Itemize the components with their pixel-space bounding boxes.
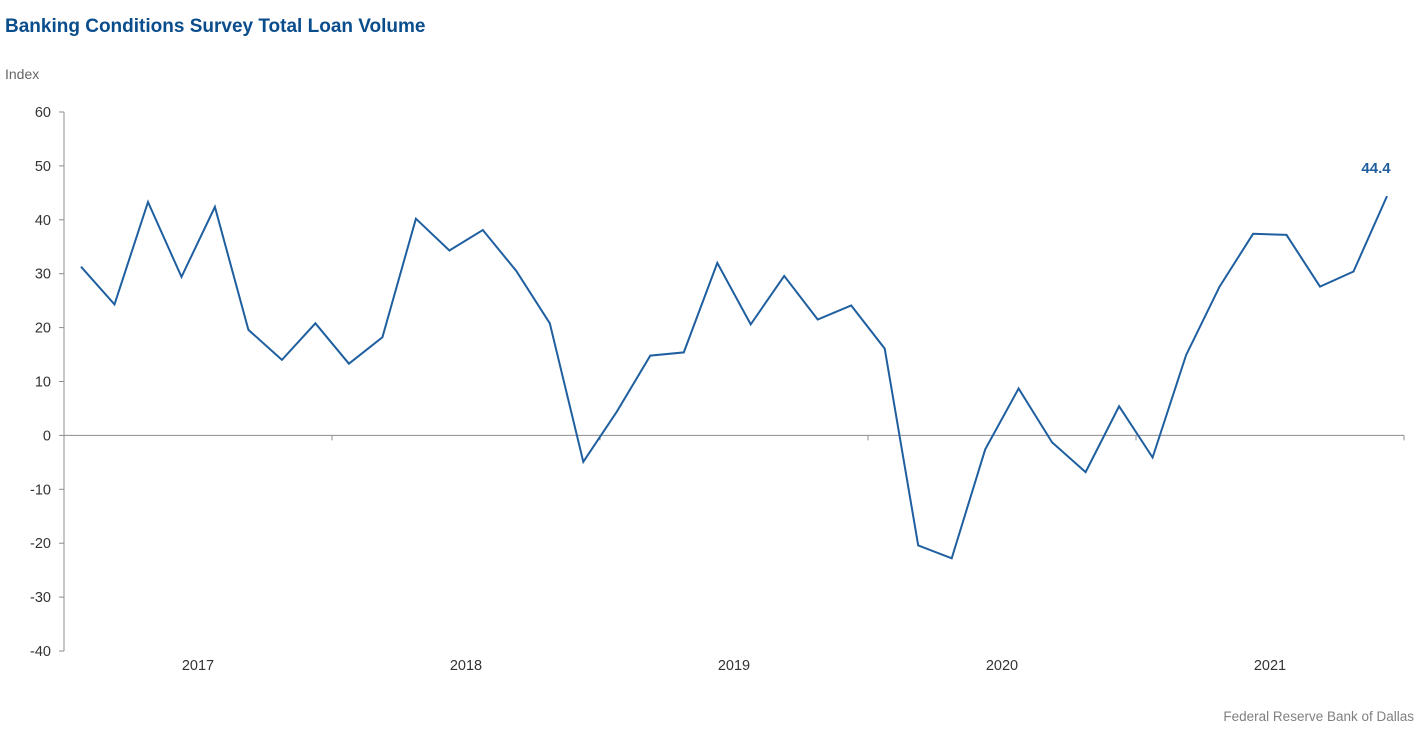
source-credit: Federal Reserve Bank of Dallas [1223,709,1414,724]
x-tick-label: 2020 [986,658,1018,674]
y-tick-label: -40 [30,644,51,660]
series-line [80,195,1388,560]
y-tick-label: -30 [30,590,51,606]
y-tick-label: 40 [35,213,51,229]
y-tick-label: 10 [35,375,51,391]
y-tick-label: 30 [35,267,51,283]
last-value-label: 44.4 [1361,160,1391,177]
chart-title: Banking Conditions Survey Total Loan Vol… [5,16,426,37]
y-tick-label: 20 [35,321,51,337]
y-tick-label: 0 [43,428,51,444]
y-axis-label: Index [5,66,40,82]
y-tick-label: -20 [30,536,51,552]
x-tick-label: 2021 [1254,658,1286,674]
y-tick-label: 60 [35,105,51,121]
x-tick-label: 2019 [718,658,750,674]
y-tick-label: -10 [30,482,51,498]
y-tick-label: 50 [35,159,51,175]
x-tick-label: 2018 [450,658,482,674]
x-tick-label: 2017 [182,658,214,674]
